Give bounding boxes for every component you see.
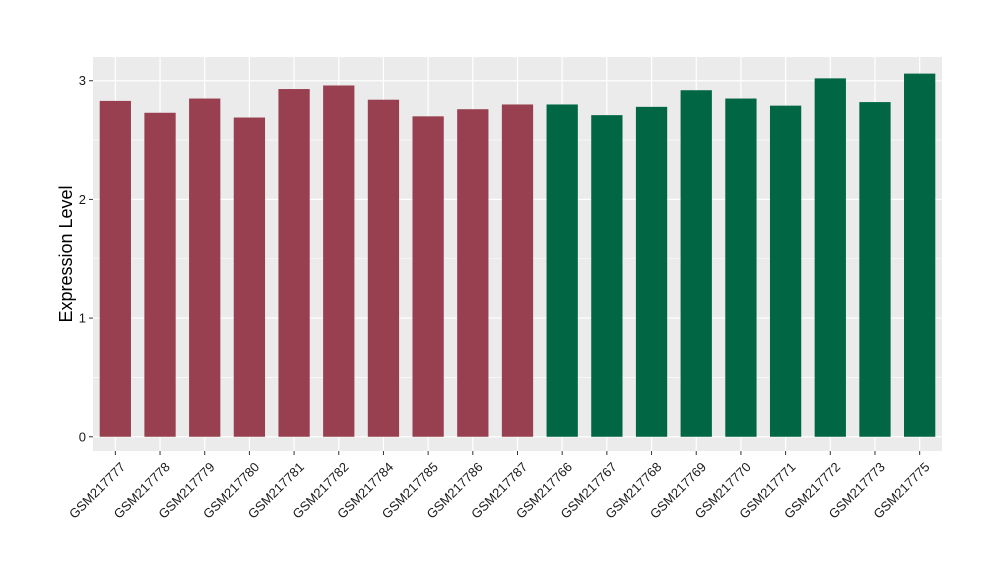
bar-GSM217784	[367, 99, 400, 437]
bar-GSM217778	[144, 112, 176, 437]
bar-GSM217767	[591, 115, 623, 437]
y-tick-label: 3	[79, 73, 86, 88]
y-tick-label: 2	[79, 192, 86, 207]
bar-GSM217775	[904, 73, 936, 437]
bar-GSM217781	[278, 89, 310, 437]
bar-GSM217772	[814, 78, 846, 437]
bar-GSM217785	[412, 116, 444, 437]
bar-GSM217787	[501, 104, 534, 437]
bar-GSM217779	[189, 98, 221, 437]
bar-GSM217766	[546, 104, 578, 437]
bar-GSM217769	[680, 90, 712, 437]
bar-GSM217770	[725, 98, 757, 437]
y-tick-label: 1	[79, 311, 86, 326]
bar-GSM217773	[859, 102, 891, 437]
bars	[99, 73, 936, 437]
bar-GSM217768	[635, 106, 668, 437]
bar-GSM217777	[99, 100, 131, 437]
bar-GSM217782	[323, 85, 355, 437]
bar-GSM217780	[233, 117, 266, 437]
y-axis-title: Expression Level	[56, 185, 76, 322]
y-tick-label: 0	[79, 429, 86, 444]
bar-GSM217771	[769, 105, 802, 437]
bar-GSM217786	[457, 109, 489, 437]
